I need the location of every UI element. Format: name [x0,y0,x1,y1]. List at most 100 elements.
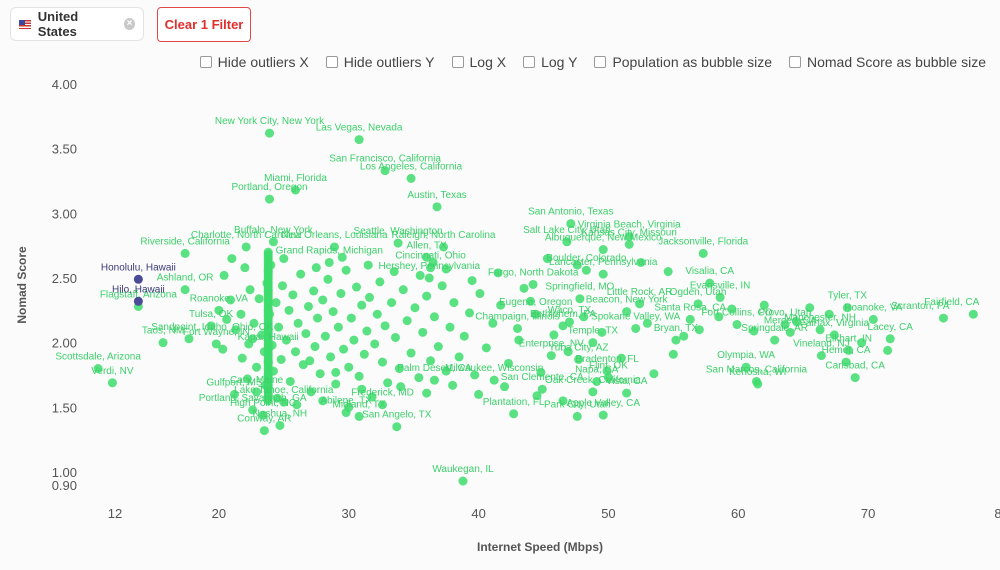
data-point[interactable] [528,279,538,289]
population-bubble-checkbox[interactable] [594,56,607,68]
data-point[interactable] [180,248,190,258]
data-point[interactable] [219,270,229,280]
data-point[interactable] [344,362,354,372]
data-point[interactable] [354,371,364,381]
data-point[interactable] [310,342,320,352]
data-point[interactable] [318,396,328,406]
data-point[interactable] [572,260,582,270]
data-point[interactable] [398,285,408,295]
data-point[interactable] [236,309,246,319]
data-point[interactable] [429,312,439,322]
data-point[interactable] [616,353,626,363]
data-point[interactable] [883,345,893,355]
data-point[interactable] [248,334,258,344]
data-point[interactable] [424,273,434,283]
data-point[interactable] [410,303,420,313]
data-point[interactable] [390,332,400,342]
hide-outliers-x-checkbox[interactable] [199,56,212,68]
data-point[interactable] [496,300,506,310]
data-point[interactable] [885,334,895,344]
data-point[interactable] [367,392,377,402]
highlighted-point[interactable] [133,274,143,284]
data-point[interactable] [206,321,216,331]
data-point[interactable] [263,344,273,354]
data-point[interactable] [326,352,336,362]
data-point[interactable] [354,411,364,421]
data-point[interactable] [290,347,300,357]
data-point[interactable] [558,396,568,406]
data-point[interactable] [449,298,459,308]
data-point[interactable] [257,330,267,340]
data-point[interactable] [968,309,978,319]
data-point[interactable] [671,335,681,345]
data-point[interactable] [274,322,284,332]
data-point[interactable] [263,247,273,257]
data-point[interactable] [519,283,529,293]
data-point[interactable] [265,194,275,204]
data-point[interactable] [380,321,390,331]
data-point[interactable] [857,338,867,348]
data-point[interactable] [93,364,103,374]
data-point[interactable] [359,349,369,359]
data-point[interactable] [432,202,442,212]
data-point[interactable] [622,307,632,317]
data-point[interactable] [357,384,367,394]
data-point[interactable] [279,397,289,407]
data-point[interactable] [749,326,759,336]
data-point[interactable] [459,331,469,341]
close-circle-icon[interactable]: × [124,18,135,30]
data-point[interactable] [229,389,239,399]
data-point[interactable] [354,135,364,145]
data-point[interactable] [598,410,608,420]
data-point[interactable] [426,356,436,366]
data-point[interactable] [715,292,725,302]
data-point[interactable] [816,351,826,361]
data-point[interactable] [500,382,510,392]
option-nomad-score-bubble[interactable]: Nomad Score as bubble size [789,54,986,70]
data-point[interactable] [394,364,404,374]
data-point[interactable] [329,242,339,252]
data-point[interactable] [252,362,262,372]
data-point[interactable] [240,263,250,273]
data-point[interactable] [292,400,302,410]
data-point[interactable] [389,267,399,277]
data-point[interactable] [513,323,523,333]
data-point[interactable] [493,268,503,278]
data-point[interactable] [850,373,860,383]
data-point[interactable] [272,393,282,403]
data-point[interactable] [380,166,390,176]
data-point[interactable] [278,281,288,291]
data-point[interactable] [562,237,572,247]
data-point[interactable] [393,238,403,248]
data-point[interactable] [622,388,632,398]
data-point[interactable] [336,289,346,299]
data-point[interactable] [258,410,268,420]
data-point[interactable] [741,362,751,372]
highlighted-point[interactable] [133,296,143,306]
data-point[interactable] [333,322,343,332]
data-point[interactable] [441,366,451,376]
data-point[interactable] [415,270,425,280]
data-point[interactable] [426,263,436,273]
data-point[interactable] [581,265,591,275]
data-point[interactable] [566,219,576,229]
data-point[interactable] [841,357,851,367]
data-point[interactable] [309,286,319,296]
data-point[interactable] [488,318,498,328]
data-point[interactable] [263,370,273,380]
data-point[interactable] [685,314,695,324]
data-point[interactable] [445,322,455,332]
data-point[interactable] [579,312,589,322]
data-point[interactable] [509,409,519,419]
data-point[interactable] [249,318,259,328]
data-point[interactable] [514,335,524,345]
data-point[interactable] [107,378,117,388]
data-point[interactable] [422,252,432,262]
data-point[interactable] [313,313,323,323]
data-point[interactable] [546,351,556,361]
data-point[interactable] [271,298,281,308]
data-point[interactable] [549,330,559,340]
data-point[interactable] [815,325,825,335]
data-point[interactable] [422,291,432,301]
hide-outliers-y-checkbox[interactable] [325,56,338,68]
